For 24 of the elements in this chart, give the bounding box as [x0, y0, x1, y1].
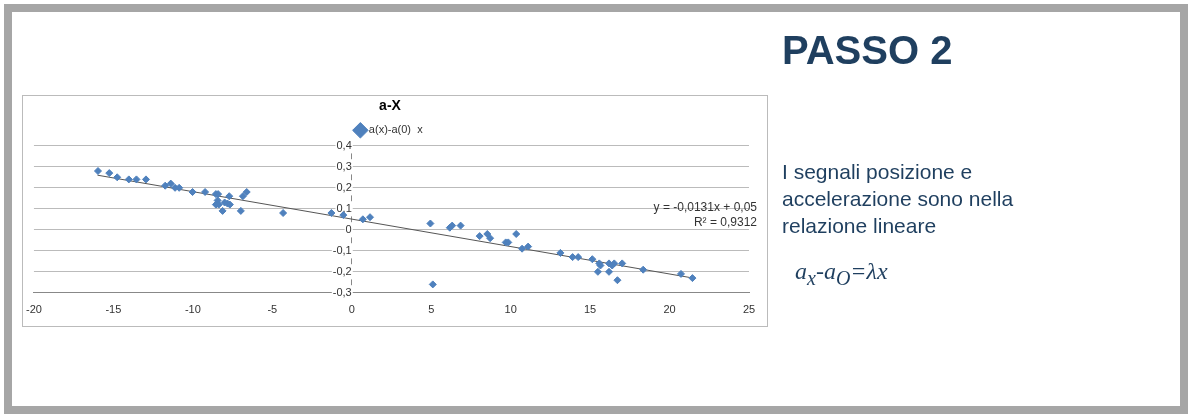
- x-tick-label: 20: [663, 303, 676, 316]
- y-tick-label: 0,3: [336, 159, 352, 172]
- x-tick-label: 5: [428, 303, 435, 316]
- y-tick-label: -0,3: [332, 285, 352, 298]
- legend-label: a(x)-a(0) x: [368, 123, 424, 136]
- y-tick-label: 0,4: [336, 138, 352, 151]
- y-tick-label: 0,1: [336, 201, 352, 214]
- chart-title: a-X: [379, 97, 402, 114]
- text: I segnali posizione e accelerazione sono nella relazione lineare: [782, 159, 1015, 239]
- x-tick-label: 25: [742, 303, 756, 316]
- x-tick-label: 15: [583, 303, 597, 316]
- annotation: R² = 0,9312: [693, 215, 758, 230]
- text: PASSO 2: [782, 28, 953, 73]
- text: a$_{x}$-a$_{O}$=λx: [795, 258, 888, 290]
- x-tick-label: 10: [504, 303, 517, 316]
- y-tick-label: -0,1: [332, 243, 352, 256]
- y-tick-label: -0,2: [332, 264, 352, 277]
- y-tick-label: 0: [345, 222, 352, 235]
- x-tick-label: -20: [26, 303, 42, 316]
- x-tick-label: -15: [105, 303, 122, 316]
- x-tick-label: -10: [184, 303, 201, 316]
- x-tick-label: -5: [267, 303, 278, 316]
- y-tick-label: 0,2: [336, 180, 352, 193]
- annotation: y = -0,0131x + 0,05: [653, 200, 758, 215]
